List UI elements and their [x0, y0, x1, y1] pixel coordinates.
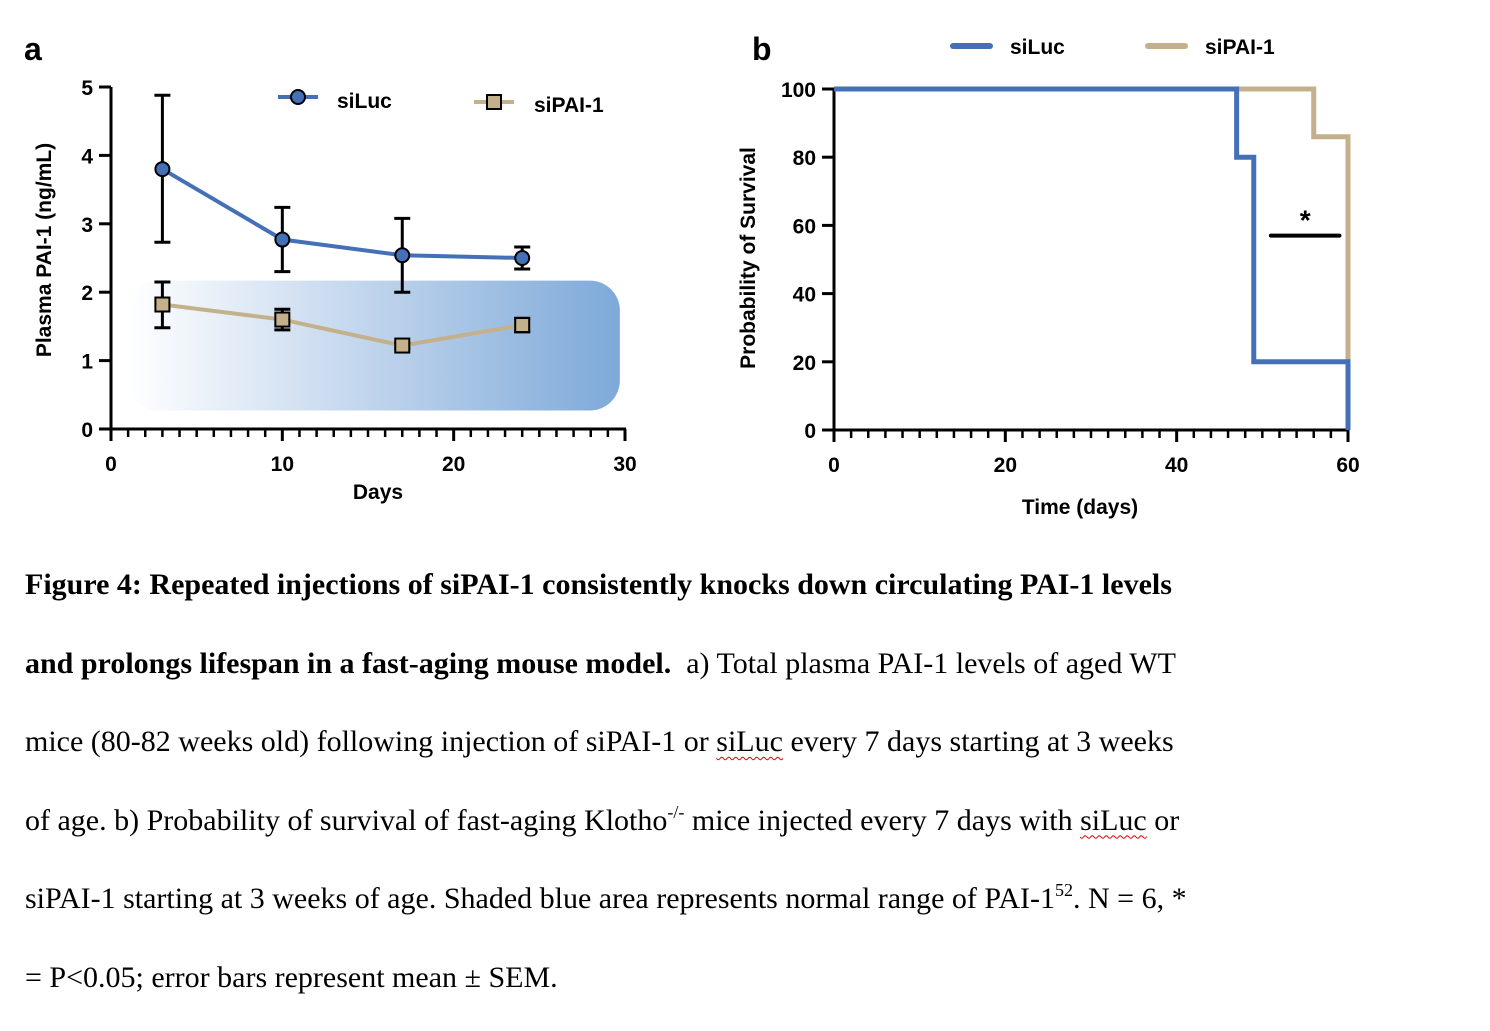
- caption-text: mice (80-82 weeks old) following injecti…: [25, 725, 716, 758]
- spellcheck-word: siLuc: [1080, 804, 1147, 837]
- x-tick-label: 0: [105, 453, 117, 476]
- survival-curve-siPAI-1: [834, 89, 1348, 362]
- series-line-siLuc: [162, 169, 522, 258]
- legend-label-siPAI-1: siPAI-1: [534, 94, 604, 117]
- x-tick-label: 20: [994, 454, 1017, 477]
- legend-marker-siLuc: [291, 90, 305, 104]
- x-tick-label: 10: [271, 453, 294, 476]
- y-tick-label: 5: [81, 77, 93, 100]
- y-tick-label: 60: [793, 215, 816, 238]
- y-tick-label: 40: [793, 284, 816, 307]
- reference-superscript: 52: [1055, 880, 1073, 900]
- figure-caption: Figure 4: Repeated injections of siPAI-1…: [25, 560, 1485, 1031]
- x-tick-label: 0: [828, 454, 840, 477]
- legend-label-siPAI-1: siPAI-1: [1205, 36, 1275, 59]
- y-tick-label: 0: [804, 420, 816, 443]
- y-tick-label: 0: [81, 419, 93, 442]
- panel-label-a: a: [24, 31, 42, 67]
- data-point: [395, 248, 409, 262]
- caption-text: = P<0.05; error bars represent mean ± SE…: [25, 953, 1485, 1031]
- legend-marker-siPAI-1: [487, 95, 501, 109]
- survival-curve-siLuc: [834, 89, 1348, 430]
- spellcheck-word: siLuc: [716, 725, 783, 758]
- superscript: -/-: [667, 802, 684, 822]
- caption-text: of age. b) Probability of survival of fa…: [25, 804, 667, 837]
- y-tick-label: 20: [793, 352, 816, 375]
- data-point: [275, 233, 289, 247]
- caption-text: every 7 days starting at 3 weeks: [783, 725, 1174, 758]
- x-axis-label: Days: [353, 481, 403, 504]
- data-point: [395, 339, 409, 353]
- data-point: [275, 313, 289, 327]
- x-tick-label: 60: [1336, 454, 1359, 477]
- caption-title-line: Figure 4: Repeated injections of siPAI-1…: [25, 560, 1485, 639]
- panel-label-b: b: [752, 31, 772, 67]
- figure: a 0 10 20 30 0 1 2 3 4 5 Days Plasma PAI-1 (ng/mL) si…: [0, 0, 1490, 540]
- data-point: [515, 251, 529, 265]
- normal-range-shading: [128, 281, 620, 411]
- x-axis-label: Time (days): [1022, 496, 1138, 519]
- y-tick-label: 80: [793, 147, 816, 170]
- caption-title-end: and prolongs lifespan in a fast-aging mo…: [25, 647, 671, 680]
- x-tick-label: 20: [442, 453, 465, 476]
- y-tick-label: 2: [81, 282, 93, 305]
- legend-label-siLuc: siLuc: [1010, 36, 1065, 59]
- y-tick-label: 100: [781, 79, 816, 102]
- legend-label-siLuc: siLuc: [337, 90, 392, 113]
- data-point: [155, 162, 169, 176]
- caption-text: . N = 6, *: [1073, 882, 1187, 915]
- x-tick-label: 30: [613, 453, 636, 476]
- y-axis-label: Probability of Survival: [737, 147, 760, 369]
- significance-marker: *: [1300, 205, 1311, 236]
- caption-text: a) Total plasma PAI-1 levels of aged WT: [671, 647, 1176, 680]
- data-point: [515, 318, 529, 332]
- data-point: [155, 298, 169, 312]
- y-tick-label: 1: [81, 351, 93, 374]
- x-tick-label: 40: [1165, 454, 1188, 477]
- caption-text: mice injected every 7 days with: [684, 804, 1080, 837]
- y-axis-label: Plasma PAI-1 (ng/mL): [33, 143, 56, 357]
- caption-text: or: [1147, 804, 1180, 837]
- y-tick-label: 3: [81, 214, 93, 237]
- caption-text: siPAI-1 starting at 3 weeks of age. Shad…: [25, 882, 1055, 915]
- y-tick-label: 4: [81, 145, 93, 168]
